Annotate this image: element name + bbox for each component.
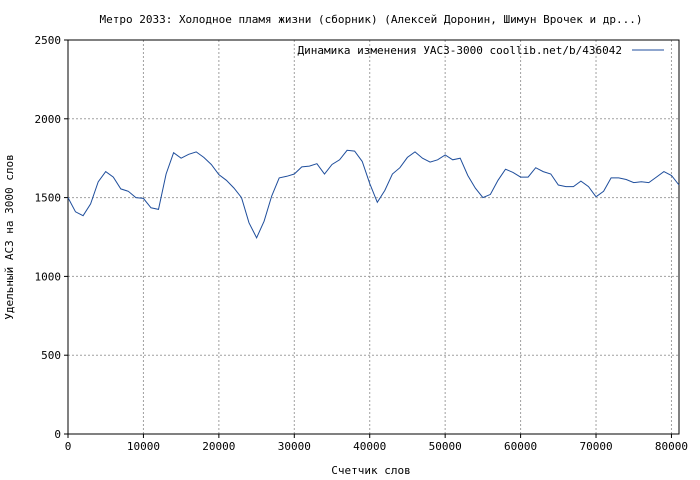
- x-tick-label: 0: [65, 440, 72, 453]
- y-tick-label: 0: [54, 428, 61, 441]
- legend: Динамика изменения УАСЗ-3000 coollib.net…: [297, 44, 664, 57]
- y-tick-label: 2000: [35, 113, 62, 126]
- x-tick-label: 70000: [579, 440, 612, 453]
- x-axis-title: Счетчик слов: [331, 464, 410, 477]
- x-tick-label: 30000: [278, 440, 311, 453]
- chart-title: Метро 2033: Холодное пламя жизни (сборни…: [99, 13, 642, 26]
- y-axis-title: Удельный АСЗ на 3000 слов: [3, 154, 16, 320]
- y-tick-label: 1000: [35, 270, 62, 283]
- y-tick-label: 2500: [35, 34, 62, 47]
- plot-frame: [67, 39, 680, 435]
- y-tick-label: 500: [41, 349, 61, 362]
- x-tick-label: 10000: [127, 440, 160, 453]
- x-tick-label: 40000: [353, 440, 386, 453]
- x-tick-label: 50000: [429, 440, 462, 453]
- x-axis: 0 10000 20000 30000 40000 50000 60000 70000 8000…: [65, 434, 688, 453]
- series-line: [67, 149, 680, 239]
- grid-lines: [68, 40, 679, 434]
- x-tick-label: 80000: [655, 440, 688, 453]
- x-tick-label: 20000: [202, 440, 235, 453]
- legend-label: Динамика изменения УАСЗ-3000 coollib.net…: [297, 44, 622, 57]
- y-tick-label: 1500: [35, 192, 62, 205]
- x-tick-label: 60000: [504, 440, 537, 453]
- y-axis: 0 500 1000 1500 2000 2500: [35, 34, 68, 441]
